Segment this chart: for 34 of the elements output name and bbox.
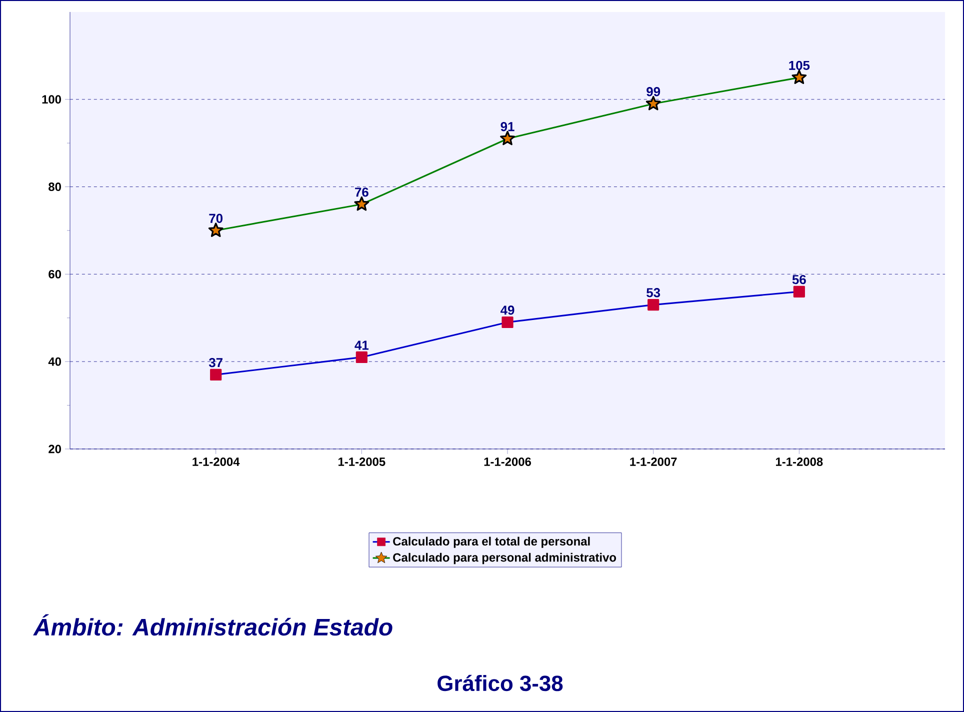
text: Ámbito: Administración Estado xyxy=(33,614,392,636)
y-tick-label: 100 xyxy=(42,95,61,104)
point xyxy=(210,368,222,380)
data-label: 70 xyxy=(209,214,223,223)
point xyxy=(500,130,515,146)
legend-label: Calculado para personal administrativo xyxy=(393,552,616,564)
point xyxy=(648,298,660,311)
y-tick-label: 80 xyxy=(48,182,61,192)
point xyxy=(356,351,368,364)
data-label: 99 xyxy=(646,87,660,96)
text: Gráfico 3-38 xyxy=(438,674,563,692)
y-tick-label: 20 xyxy=(48,444,61,454)
data-label: 56 xyxy=(792,274,806,284)
data-label: 105 xyxy=(789,60,810,70)
point xyxy=(208,222,224,237)
data-label: 76 xyxy=(355,188,368,197)
y-tick-label: 40 xyxy=(48,357,61,366)
legend-label: Calculado para el total de personal xyxy=(393,536,590,548)
data-label: 37 xyxy=(208,358,222,368)
data-label: 91 xyxy=(500,122,514,132)
point xyxy=(354,196,370,211)
data-label: 53 xyxy=(646,288,660,298)
data-label: 41 xyxy=(354,340,369,350)
point xyxy=(646,96,661,110)
x-tick-label: 1-1-2005 xyxy=(338,458,386,466)
x-tick-label: 1-1-2004 xyxy=(192,458,240,466)
point xyxy=(792,70,807,84)
y-tick-label: 60 xyxy=(48,270,61,278)
point xyxy=(793,286,805,298)
x-tick-label: 1-1-2006 xyxy=(484,458,531,466)
x-tick-label: 1-1-2007 xyxy=(630,458,677,466)
point xyxy=(502,316,514,328)
data-label: 49 xyxy=(500,306,514,315)
x-tick-label: 1-1-2008 xyxy=(776,458,823,466)
